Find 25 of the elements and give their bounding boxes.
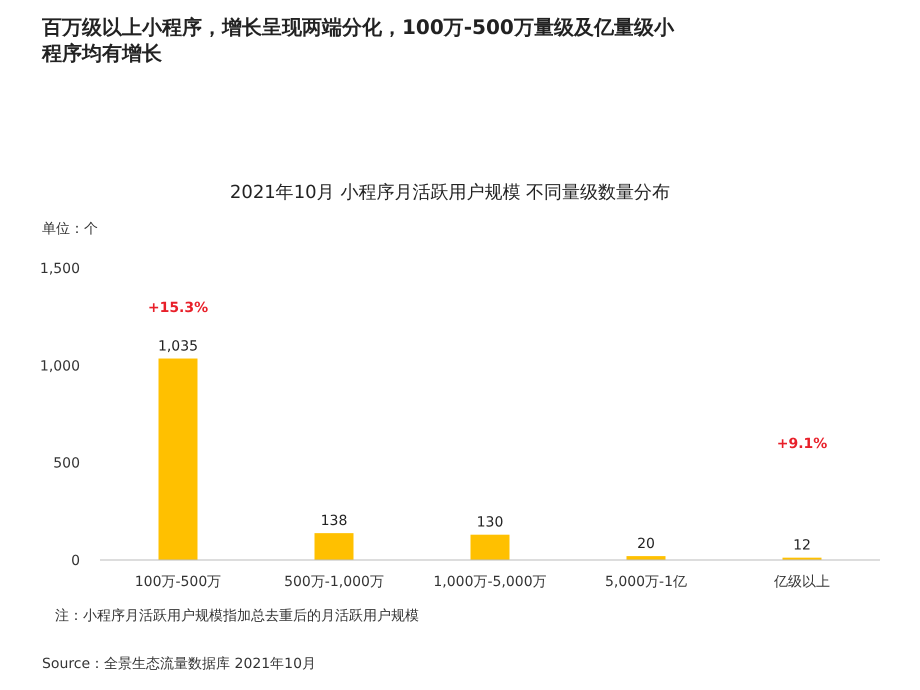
data-label: 20 [637, 536, 655, 552]
y-tick-label: 0 [71, 553, 80, 569]
x-tick-label: 5,000万-1亿 [604, 574, 688, 590]
data-label: 12 [793, 538, 811, 554]
x-tick-label: 100万-500万 [134, 574, 222, 590]
y-tick-label: 1,000 [40, 358, 80, 374]
x-tick-label: 500万-1,000万 [284, 574, 384, 590]
annotation: +9.1% [776, 436, 828, 452]
x-tick-label: 亿级以上 [773, 574, 830, 590]
y-axis-title: 单位：个 [42, 221, 98, 237]
source-note: Source：全景生态流量数据库 2021年10月 [42, 656, 316, 672]
data-label: 138 [320, 513, 348, 530]
annotation: +15.3% [148, 300, 208, 316]
bar [158, 358, 198, 560]
chart-subtitle: 2021年10月 小程序月活跃用户规模 不同量级数量分布 [230, 182, 670, 203]
data-label: 130 [476, 514, 504, 531]
data-label: 1,035 [158, 338, 198, 355]
x-tick-label: 1,000万-5,000万 [433, 574, 547, 590]
y-tick-label: 1,500 [40, 261, 80, 277]
y-tick-label: 500 [53, 456, 80, 472]
bar [470, 534, 510, 560]
text: 注：小程序月活跃用户规模指加总去重后的月活跃用户规模 [55, 608, 419, 624]
bar [626, 556, 666, 560]
chart-title: 百万级以上小程序，增长呈现两端分化，100万-500万量级及亿量级小程序均有增长 [41, 15, 675, 65]
bar [314, 533, 354, 560]
